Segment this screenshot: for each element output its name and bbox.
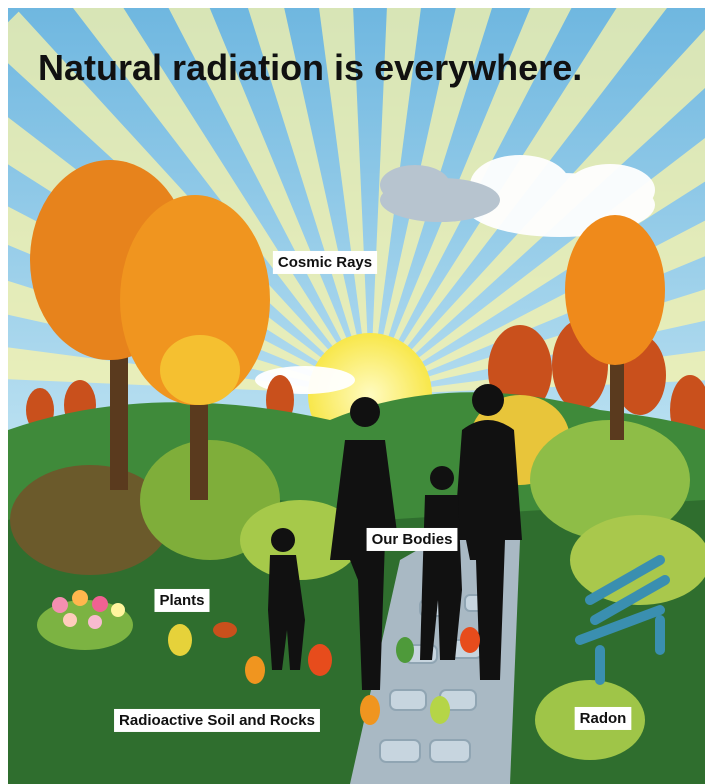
label: Radioactive Soil and Rocks [119,712,315,729]
label: Plants [159,592,204,609]
title: Natural radiation is everywhere. [38,47,582,88]
label: Our Bodies [372,531,453,548]
scene [0,0,711,784]
page: Natural radiation is everywhere. Cosmic … [0,0,711,784]
label: Radon [580,710,627,727]
illustration: Natural radiation is everywhere. Cosmic … [0,0,711,784]
label: Cosmic Rays [278,254,372,271]
